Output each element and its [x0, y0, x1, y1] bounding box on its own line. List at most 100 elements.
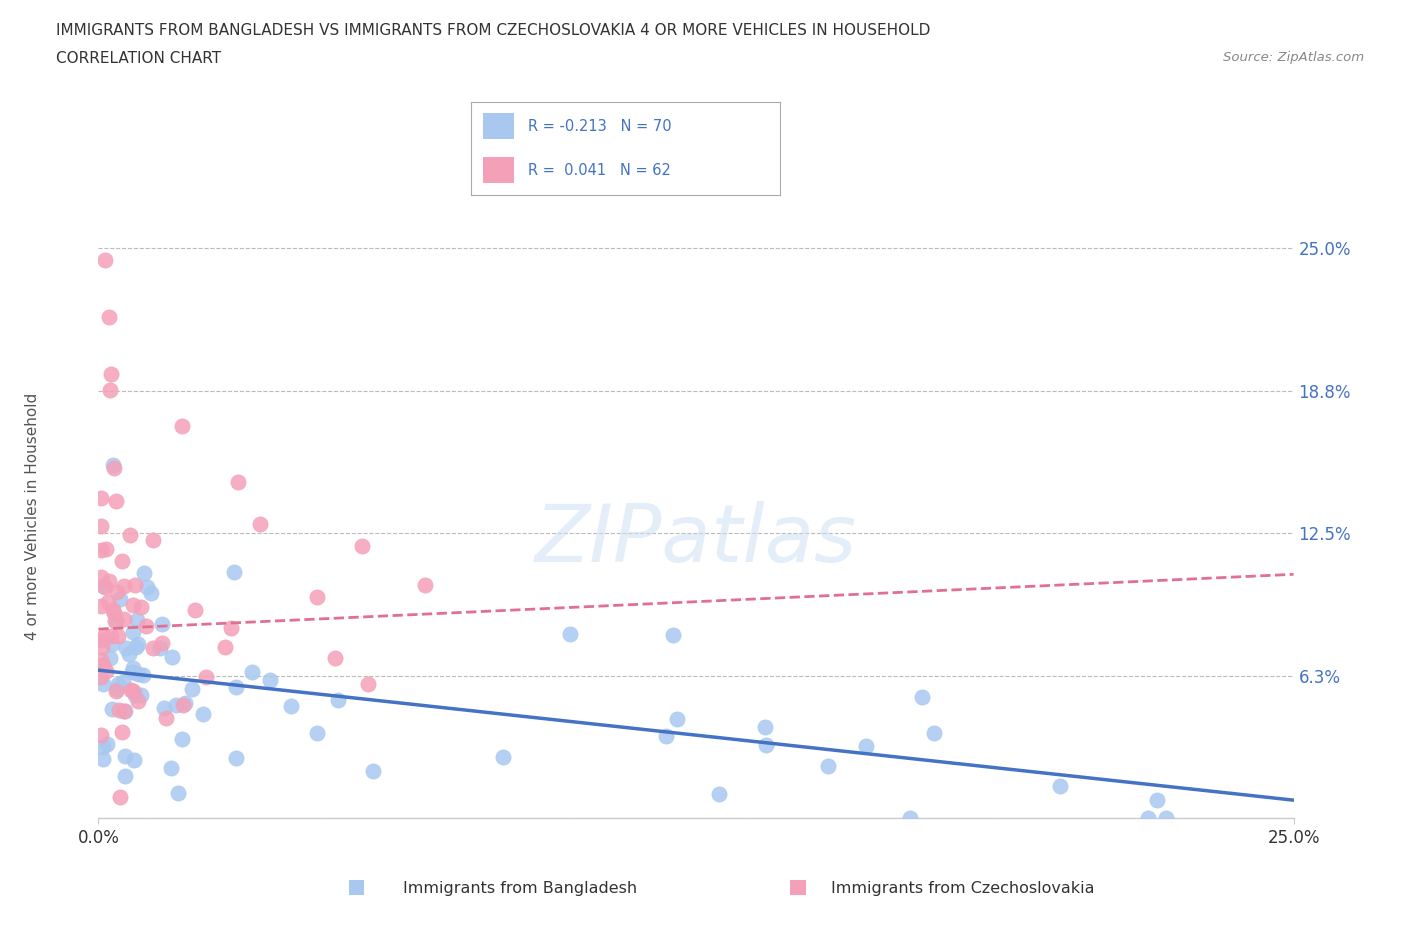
Point — [1137, 811, 1160, 826]
Point — [817, 759, 839, 774]
Text: IMMIGRANTS FROM BANGLADESH VS IMMIGRANTS FROM CZECHOSLOVAKIA 4 OR MORE VEHICLES : IMMIGRANTS FROM BANGLADESH VS IMMIGRANTS… — [56, 23, 931, 38]
Point — [174, 696, 197, 711]
Point — [107, 677, 129, 692]
Point — [93, 579, 115, 594]
Point — [108, 591, 131, 606]
Point — [91, 640, 114, 655]
Point — [560, 627, 582, 642]
Point — [1049, 778, 1071, 793]
Point — [707, 787, 730, 802]
Point — [326, 693, 349, 708]
Point — [911, 689, 934, 704]
Point — [129, 600, 152, 615]
Point — [149, 641, 172, 656]
Point — [90, 570, 112, 585]
Text: R =  0.041   N = 62: R = 0.041 N = 62 — [529, 163, 671, 178]
Text: 4 or more Vehicles in Household: 4 or more Vehicles in Household — [25, 392, 41, 640]
Point — [96, 664, 118, 679]
Point — [103, 606, 125, 621]
Point — [160, 650, 183, 665]
Point — [98, 309, 121, 324]
Point — [90, 599, 112, 614]
Point — [101, 636, 124, 651]
Point — [180, 681, 202, 696]
Point — [1146, 792, 1168, 807]
Point — [363, 764, 385, 778]
Point — [121, 684, 143, 698]
Point — [184, 603, 207, 618]
Point — [91, 658, 114, 672]
Point — [90, 542, 112, 557]
Point — [922, 725, 945, 740]
Point — [127, 637, 149, 652]
Point — [413, 578, 436, 592]
Point — [121, 598, 143, 613]
Point — [1154, 811, 1177, 826]
Point — [167, 786, 190, 801]
Point — [492, 750, 515, 764]
Point — [93, 629, 115, 644]
Point — [107, 629, 129, 644]
Point — [127, 613, 149, 628]
Point — [135, 618, 157, 633]
Point — [170, 418, 193, 433]
Point — [142, 533, 165, 548]
Point — [240, 665, 263, 680]
Point — [91, 751, 114, 766]
Point — [136, 579, 159, 594]
Point — [124, 640, 146, 655]
Point — [100, 629, 122, 644]
Point — [91, 676, 114, 691]
Point — [855, 738, 877, 753]
Point — [118, 646, 141, 661]
Point — [132, 565, 155, 580]
Text: Source: ZipAtlas.com: Source: ZipAtlas.com — [1223, 51, 1364, 64]
Point — [100, 366, 122, 381]
Point — [129, 687, 152, 702]
Point — [104, 493, 127, 508]
Point — [150, 617, 173, 631]
Point — [124, 687, 146, 702]
Point — [160, 761, 183, 776]
Point — [96, 737, 118, 751]
Point — [94, 252, 117, 267]
Point — [150, 635, 173, 650]
Point — [114, 769, 136, 784]
Point — [307, 725, 329, 740]
Text: ZIPatlas: ZIPatlas — [534, 501, 858, 579]
Point — [172, 698, 194, 712]
Point — [122, 752, 145, 767]
Point — [124, 578, 146, 592]
Point — [754, 720, 776, 735]
Point — [221, 621, 243, 636]
Point — [142, 641, 165, 656]
Point — [127, 667, 149, 682]
Point — [91, 578, 114, 593]
Point — [115, 640, 138, 655]
Text: Immigrants from Czechoslovakia: Immigrants from Czechoslovakia — [831, 881, 1095, 896]
Point — [91, 739, 114, 754]
Point — [357, 677, 380, 692]
Point — [350, 538, 373, 553]
Point — [97, 573, 120, 588]
Point — [194, 670, 217, 684]
Point — [110, 725, 132, 740]
Point — [259, 673, 281, 688]
Point — [94, 541, 117, 556]
Point — [90, 728, 112, 743]
Point — [98, 382, 121, 397]
Point — [898, 811, 921, 826]
Point — [91, 632, 114, 647]
Point — [103, 458, 125, 472]
Text: CORRELATION CHART: CORRELATION CHART — [56, 51, 221, 66]
Point — [103, 460, 125, 475]
Point — [224, 565, 246, 579]
Point — [214, 640, 236, 655]
Point — [90, 653, 112, 668]
Text: Immigrants from Bangladesh: Immigrants from Bangladesh — [404, 881, 637, 896]
Point — [105, 585, 128, 600]
FancyBboxPatch shape — [484, 157, 515, 183]
Point — [112, 578, 135, 593]
Point — [172, 732, 194, 747]
Point — [118, 527, 141, 542]
